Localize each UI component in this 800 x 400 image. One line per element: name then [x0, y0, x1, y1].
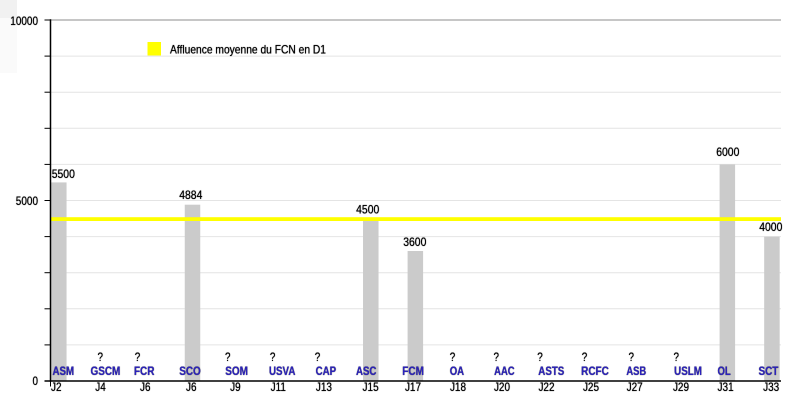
svg-text:USLM: USLM — [674, 364, 702, 378]
svg-text:J22: J22 — [538, 380, 554, 394]
svg-text:J31: J31 — [718, 380, 734, 394]
svg-text:6000: 6000 — [716, 145, 739, 159]
svg-text:AAC: AAC — [494, 364, 515, 378]
svg-text:?: ? — [225, 350, 231, 364]
svg-text:FCR: FCR — [134, 364, 155, 378]
svg-text:GSCM: GSCM — [90, 364, 120, 378]
svg-text:?: ? — [450, 350, 456, 364]
svg-text:ASTS: ASTS — [538, 364, 564, 378]
svg-text:RCFC: RCFC — [581, 364, 609, 378]
svg-text:?: ? — [674, 350, 680, 364]
svg-text:?: ? — [582, 350, 588, 364]
svg-text:FCM: FCM — [402, 364, 424, 378]
svg-text:OA: OA — [450, 364, 465, 378]
svg-text:J9: J9 — [230, 380, 241, 394]
svg-text:?: ? — [629, 350, 635, 364]
svg-text:J29: J29 — [673, 380, 689, 394]
svg-text:4000: 4000 — [759, 220, 782, 234]
svg-text:J33: J33 — [763, 380, 779, 394]
svg-text:OL: OL — [717, 364, 730, 378]
svg-text:J15: J15 — [363, 380, 379, 394]
svg-text:10000: 10000 — [10, 14, 38, 28]
svg-text:Affluence moyenne du FCN en D1: Affluence moyenne du FCN en D1 — [170, 43, 326, 57]
svg-text:0: 0 — [33, 374, 39, 388]
svg-text:J13: J13 — [316, 380, 332, 394]
svg-text:?: ? — [315, 350, 321, 364]
svg-text:J20: J20 — [494, 380, 510, 394]
svg-text:?: ? — [98, 350, 104, 364]
svg-text:3600: 3600 — [403, 235, 426, 249]
svg-text:J6: J6 — [140, 380, 151, 394]
svg-text:?: ? — [270, 350, 276, 364]
svg-text:?: ? — [494, 350, 500, 364]
svg-text:SCT: SCT — [758, 364, 778, 378]
svg-text:J6: J6 — [186, 380, 197, 394]
svg-text:ASB: ASB — [626, 364, 646, 378]
svg-text:5000: 5000 — [16, 194, 38, 208]
svg-text:4884: 4884 — [179, 188, 202, 202]
svg-text:SCO: SCO — [179, 364, 201, 378]
svg-text:J18: J18 — [450, 380, 466, 394]
svg-text:5500: 5500 — [52, 167, 75, 181]
svg-text:CAP: CAP — [316, 364, 337, 378]
svg-text:J17: J17 — [405, 380, 421, 394]
svg-text:J27: J27 — [627, 380, 643, 394]
svg-text:J2: J2 — [51, 380, 62, 394]
svg-text:USVA: USVA — [269, 364, 296, 378]
svg-text:J11: J11 — [271, 380, 287, 394]
svg-text:?: ? — [135, 350, 141, 364]
svg-text:4500: 4500 — [356, 203, 379, 217]
svg-text:J4: J4 — [95, 380, 106, 394]
svg-text:ASC: ASC — [356, 364, 377, 378]
svg-text:ASM: ASM — [53, 364, 75, 378]
svg-text:SOM: SOM — [225, 364, 248, 378]
svg-text:J25: J25 — [583, 380, 599, 394]
svg-text:?: ? — [537, 350, 543, 364]
